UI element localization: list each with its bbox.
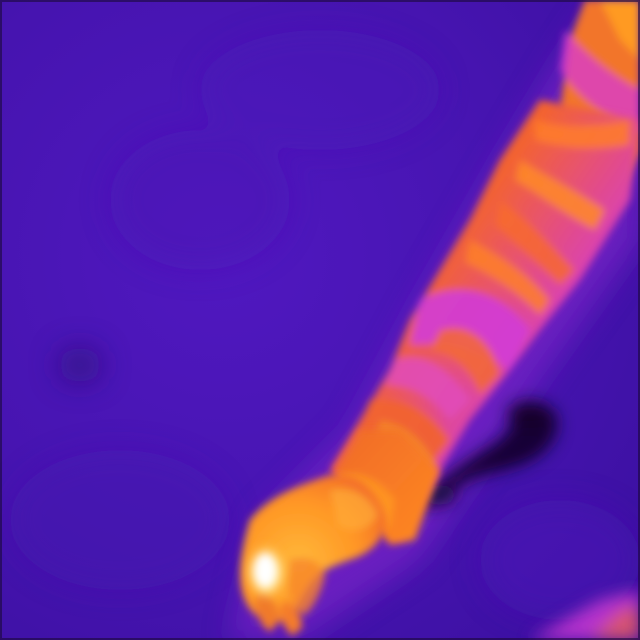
cold-shadow [420,401,558,510]
sleeve [330,100,640,540]
background-texture [10,30,640,620]
bottom-right-warm-patch [530,590,640,640]
hot-spot [244,542,288,602]
